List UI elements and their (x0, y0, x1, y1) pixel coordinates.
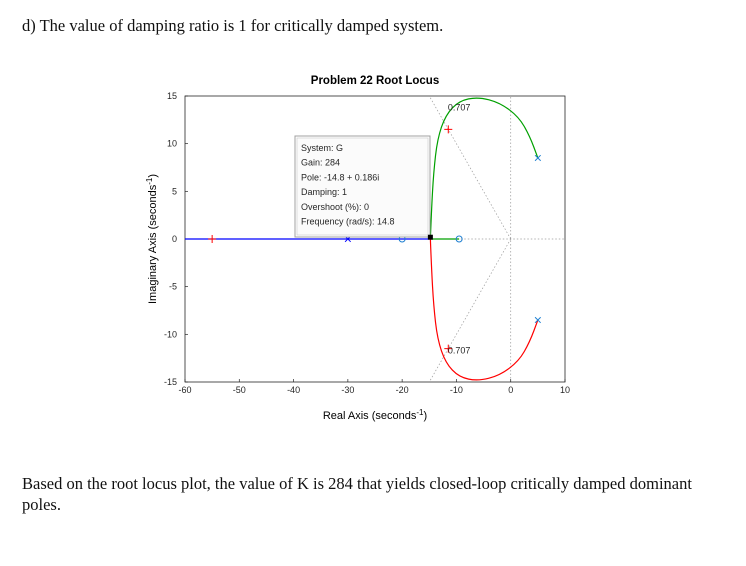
datatip-point-marker (427, 234, 433, 240)
x-tick-label: -20 (396, 385, 409, 395)
x-tick-label: -50 (233, 385, 246, 395)
open-loop-zero-marker (455, 235, 463, 243)
root-locus-figure: Problem 22 Root Locus -60 -50 -40 -30 -20 -10… (140, 65, 610, 445)
y-tick-label: 5 (172, 186, 177, 196)
locus-branch-3 (429, 97, 539, 240)
gain-marker-plus (208, 235, 217, 243)
y-tick-label: 0 (172, 234, 177, 244)
locus-branch-4 (429, 238, 539, 381)
datatip-layer: System: G Gain: 284 Pole: -14.8 + 0.186i Da… (294, 135, 433, 240)
root-locus-chart: Problem 22 Root Locus -60 -50 -40 -30 -20 -10… (145, 75, 570, 422)
open-loop-pole-marker (534, 154, 542, 162)
datatip-line: Gain: 284 (301, 158, 340, 168)
y-tick-label: 15 (167, 91, 177, 101)
x-tick-label: -30 (341, 385, 354, 395)
damping-grid-layer (428, 95, 565, 383)
question-heading: d) The value of damping ratio is 1 for c… (22, 16, 444, 35)
damping-label-upper: 0.707 (448, 102, 471, 112)
gain-marker-plus (444, 344, 453, 353)
x-axis-label: Real Axis (seconds-1) (323, 408, 427, 422)
x-tick-label: -40 (287, 385, 300, 395)
x-tick-label: 0 (508, 385, 513, 395)
datatip-line: Overshoot (%): 0 (301, 202, 369, 212)
datatip-line: Frequency (rad/s): 14.8 (301, 217, 395, 227)
x-tick-label: 10 (560, 385, 570, 395)
datatip-inner-frame (296, 137, 429, 236)
y-tick-label: 10 (167, 139, 177, 149)
datatip-line: System: G (301, 143, 343, 153)
conclusion-paragraph: Based on the root locus plot, the value … (22, 474, 692, 514)
open-loop-pole-marker (534, 316, 542, 324)
y-axis-label: Imaginary Axis (seconds-1) (145, 174, 159, 304)
damping-ray-lower (428, 238, 512, 383)
x-tick-label: -10 (450, 385, 463, 395)
x-tick-label: -60 (178, 385, 191, 395)
gain-marker-plus (444, 125, 453, 134)
damping-ray-upper (428, 95, 512, 240)
y-tick-label: -10 (164, 329, 177, 339)
y-tick-label: -5 (169, 282, 177, 292)
datatip-line: Pole: -14.8 + 0.186i (301, 172, 379, 182)
datatip-line: Damping: 1 (301, 187, 347, 197)
damping-label-lower: 0.707 (448, 345, 471, 355)
chart-title: Problem 22 Root Locus (311, 75, 439, 87)
y-tick-label: -15 (164, 377, 177, 387)
series-layer (185, 97, 539, 381)
